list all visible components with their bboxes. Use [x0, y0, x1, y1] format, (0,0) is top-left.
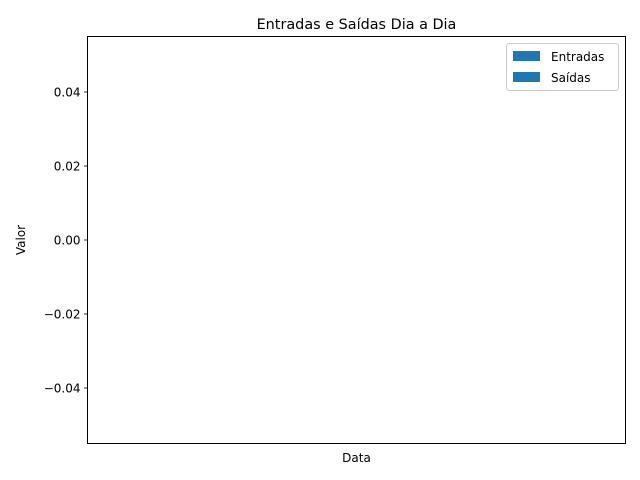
x-axis-label: Data [342, 451, 371, 465]
y-tick-label: 0.02 [54, 160, 81, 174]
plot-area: 0.04 0.02 0.00 −0.02 −0.04 [44, 36, 626, 444]
legend-swatch-saidas [513, 72, 540, 82]
y-tick-label: −0.04 [44, 382, 81, 396]
legend-label-entradas: Entradas [551, 50, 604, 64]
y-axis-label: Valor [14, 225, 28, 255]
y-axis-ticks: 0.04 0.02 0.00 −0.02 −0.04 [44, 86, 88, 396]
legend: Entradas Saídas [506, 43, 619, 91]
legend-label-saidas: Saídas [551, 71, 591, 85]
y-tick-label: 0.00 [54, 234, 81, 248]
chart-title: Entradas e Saídas Dia a Dia [257, 17, 457, 33]
y-tick-label: 0.04 [54, 86, 81, 100]
y-tick-label: −0.02 [44, 308, 81, 322]
legend-swatch-entradas [513, 51, 540, 61]
